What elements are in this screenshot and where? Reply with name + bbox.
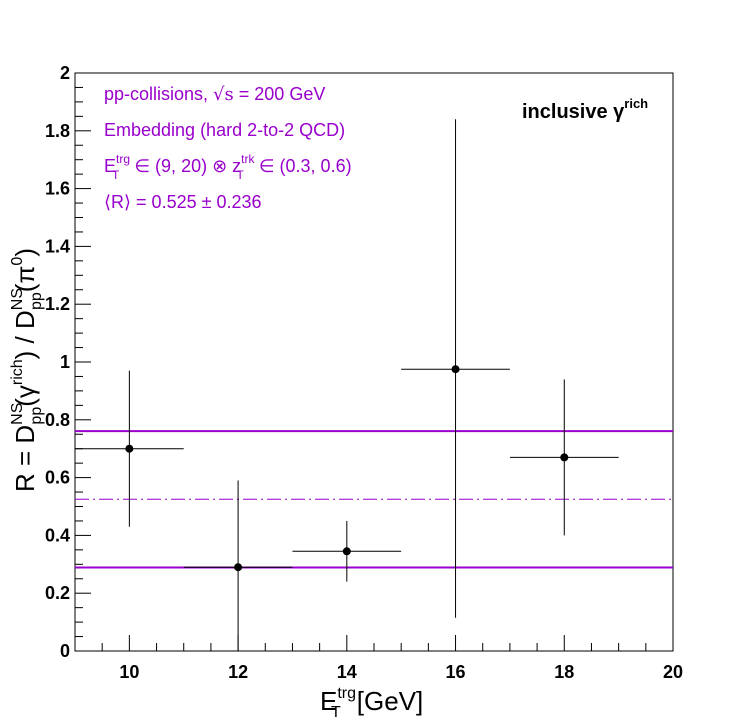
corner-label: inclusive γrich (522, 96, 648, 123)
x-tick-label: 14 (337, 662, 357, 682)
annotation-embedding: Embedding (hard 2-to-2 QCD) (104, 120, 345, 140)
y-tick-label: 0.2 (45, 583, 70, 603)
point-marker (451, 365, 460, 374)
y-tick-label: 1.8 (45, 121, 70, 141)
band-lines (75, 430, 673, 569)
y-tick-label: 1 (60, 352, 70, 372)
x-tick-label: 18 (554, 662, 574, 682)
x-tick-label: 10 (119, 662, 139, 682)
y-tick-label: 0.4 (45, 525, 70, 545)
data-point (75, 370, 184, 527)
annotation-collisions: pp-collisions, √s = 200 GeV (104, 84, 325, 105)
axis-ticks: 10 12 14 16 18 20 0 0.2 0.4 0.6 0.8 1 1.2 1.4 1.6 1.8 2 (45, 63, 683, 682)
annotation-kinematics: Etrg T ∈ (9, 20) ⊗ ztrk T ∈ (0.3, 0.6) (104, 152, 352, 182)
data-points (75, 119, 619, 651)
data-point (401, 119, 510, 618)
annotation-mean-ratio: ⟨R⟩ = 0.525 ± 0.236 (104, 192, 262, 212)
y-tick-label: 0 (60, 641, 70, 661)
point-marker (342, 547, 351, 556)
x-tick-label: 12 (228, 662, 248, 682)
y-tick-label: 0.6 (45, 468, 70, 488)
y-tick-label: 2 (60, 63, 70, 83)
point-marker (125, 444, 134, 453)
y-tick-label: 1.2 (45, 294, 70, 314)
y-tick-label: 1.4 (45, 236, 70, 256)
data-point (292, 520, 402, 582)
point-marker (234, 563, 243, 572)
y-tick-label: 0.8 (45, 410, 70, 430)
data-point (183, 480, 293, 651)
point-marker (560, 453, 569, 462)
x-axis-title: Etrg T [GeV] (320, 685, 423, 721)
y-axis-title: R = DNS pp(γrich) / DNS pp(π0) (9, 248, 45, 492)
x-tick-label: 16 (446, 662, 466, 682)
x-tick-label: 20 (663, 662, 683, 682)
data-point (509, 379, 619, 536)
y-tick-label: 1.6 (45, 179, 70, 199)
